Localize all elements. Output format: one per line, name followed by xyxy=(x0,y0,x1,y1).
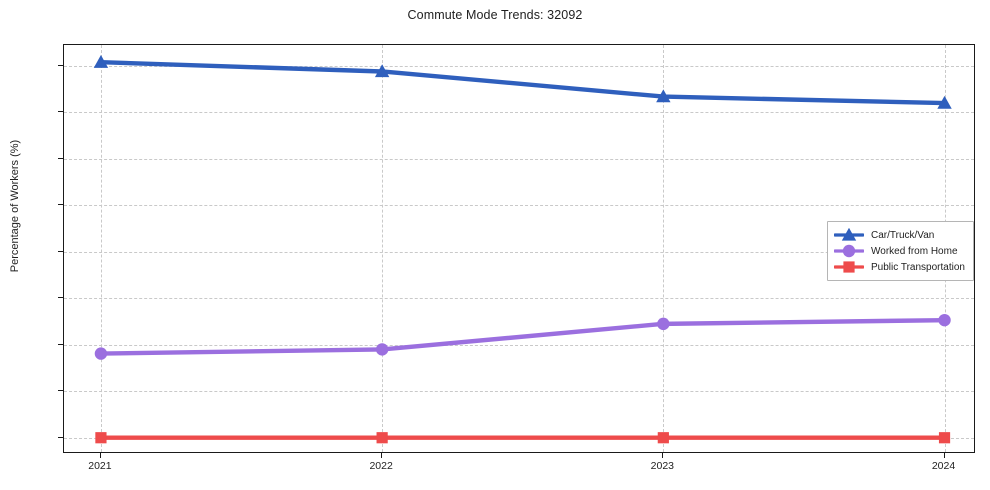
gridline-vertical xyxy=(382,45,384,452)
data-point-marker xyxy=(657,317,670,331)
x-axis-tick-mark xyxy=(99,453,101,458)
legend-label: Public Transportation xyxy=(871,261,965,273)
x-axis-tick-label: 2022 xyxy=(369,460,393,472)
y-axis-label: Percentage of Workers (%) xyxy=(9,139,21,273)
gridline-horizontal xyxy=(64,391,974,393)
y-axis-tick-mark xyxy=(58,297,63,299)
y-axis-tick-mark xyxy=(58,111,63,113)
series-public-transportation xyxy=(95,432,951,444)
gridline-horizontal xyxy=(64,205,974,207)
data-point-marker xyxy=(842,244,856,258)
legend-item[interactable]: Worked from Home xyxy=(833,243,965,259)
gridline-horizontal xyxy=(64,112,974,114)
x-axis-tick-mark xyxy=(381,453,383,458)
gridline-horizontal xyxy=(64,251,974,253)
data-point-marker xyxy=(938,432,951,444)
chart-legend: Car/Truck/Van Worked from Home Public Tran… xyxy=(827,221,974,281)
y-axis-tick-mark xyxy=(58,250,63,252)
x-axis-tick-mark xyxy=(662,453,664,458)
y-axis-tick-mark xyxy=(58,157,63,159)
x-axis-tick-mark xyxy=(943,453,945,458)
x-axis-tick-label: 2024 xyxy=(931,460,956,472)
gridline-horizontal xyxy=(64,65,974,67)
gridline-horizontal xyxy=(64,298,974,300)
data-point-marker xyxy=(656,89,671,103)
x-axis-tick-label: 2023 xyxy=(650,460,674,472)
y-axis-tick-mark xyxy=(58,436,63,438)
series-layer xyxy=(93,54,952,444)
y-axis-tick-mark xyxy=(58,343,63,345)
legend-marker-triangle-icon xyxy=(833,227,865,242)
data-point-marker xyxy=(376,432,388,444)
plot-inner xyxy=(64,45,974,452)
data-point-marker xyxy=(374,64,390,78)
data-point-marker xyxy=(938,313,951,327)
data-point-marker xyxy=(95,432,107,444)
legend-marker-circle-icon xyxy=(833,244,865,258)
gridline-horizontal xyxy=(64,158,974,160)
series-line xyxy=(98,317,947,356)
y-axis-tick-mark xyxy=(58,204,63,206)
legend-marker-square-icon xyxy=(833,260,865,274)
chart-title: Commute Mode Trends: 32092 xyxy=(407,8,583,22)
data-point-marker xyxy=(841,227,857,241)
series-worked-from-home xyxy=(94,313,951,360)
y-axis-tick-mark xyxy=(58,390,63,392)
data-point-marker xyxy=(657,432,669,444)
x-axis-tick-label: 2021 xyxy=(88,460,112,472)
gridline-horizontal xyxy=(64,344,974,346)
data-point-marker xyxy=(93,54,109,68)
legend-label: Car/Truck/Van xyxy=(871,229,935,241)
legend-item[interactable]: Public Transportation xyxy=(833,259,965,275)
series-car-truck-van xyxy=(93,54,952,109)
legend-item[interactable]: Car/Truck/Van xyxy=(833,227,965,243)
data-point-marker xyxy=(937,95,952,109)
data-point-marker xyxy=(843,261,855,273)
series-line xyxy=(98,59,947,106)
y-axis-tick-mark xyxy=(58,64,63,66)
gridline-vertical xyxy=(100,45,102,452)
legend-label: Worked from Home xyxy=(871,245,958,257)
plot-area xyxy=(63,44,975,453)
data-point-marker xyxy=(375,343,389,356)
data-point-marker xyxy=(94,347,108,360)
gridline-vertical xyxy=(663,45,665,452)
